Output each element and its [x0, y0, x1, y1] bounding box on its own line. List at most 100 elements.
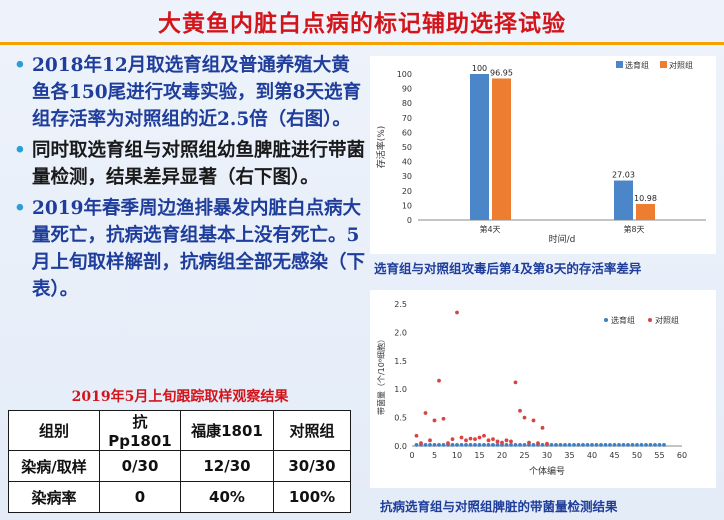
legend-swatch [660, 61, 667, 68]
point-选育组 [522, 442, 527, 447]
y-tick-label: 40 [402, 158, 412, 167]
table-header-cell: 组别 [8, 410, 100, 451]
y-tick-label: 2.0 [394, 328, 407, 337]
point-选育组 [491, 442, 495, 447]
point-选育组 [608, 442, 612, 447]
x-tick-label: 40 [587, 451, 597, 460]
y-tick-label: 1.5 [394, 357, 407, 366]
data-label: 10.98 [634, 194, 657, 203]
point-选育组 [473, 442, 477, 447]
bar-对照组 [492, 78, 511, 220]
bar-chart-caption: 选育组与对照组攻毒后第4及第8天的存活率差异 [374, 261, 642, 276]
x-tick-label: 15 [474, 451, 484, 460]
legend-swatch [616, 61, 623, 68]
scatter-chart: 0.0 0.5 1.0 1.5 2.0 2.5 0 5 10 15 20 25 30 35 40 45 50 55… [376, 300, 687, 477]
point-选育组 [585, 442, 590, 447]
point-对照组 [482, 433, 486, 438]
point-选育组 [581, 442, 585, 447]
x-tick-label: 第4天 [479, 224, 500, 234]
point-选育组 [459, 442, 464, 447]
data-label: 96.95 [490, 68, 513, 77]
table-cell: 30/30 [273, 450, 351, 482]
bar-选育组 [614, 180, 633, 220]
x-tick-label: 10 [452, 451, 462, 460]
point-选育组 [626, 442, 630, 447]
y-tick-label: 0 [407, 216, 412, 225]
y-tick-label: 100 [397, 70, 412, 79]
bar-选育组 [470, 74, 489, 220]
point-选育组 [432, 442, 437, 447]
point-对照组 [468, 436, 473, 441]
point-对照组 [486, 438, 491, 443]
point-对照组 [414, 433, 419, 438]
point-选育组 [477, 442, 482, 447]
bullet-dot-icon: • [14, 198, 26, 219]
point-选育组 [657, 442, 662, 447]
scatter-chart-panel: 0.0 0.5 1.0 1.5 2.0 2.5 0 5 10 15 20 25 30 35 40 45 50 55… [370, 290, 716, 488]
point-选育组 [437, 442, 441, 447]
point-对照组 [504, 438, 509, 443]
point-对照组 [491, 437, 495, 442]
x-tick-label: 35 [564, 451, 574, 460]
point-选育组 [441, 442, 446, 447]
point-对照组 [518, 408, 522, 413]
point-选育组 [599, 442, 603, 447]
y-tick-label: 50 [402, 143, 412, 152]
table-header-cell: 抗Pp1801 [99, 410, 181, 451]
point-选育组 [450, 442, 455, 447]
point-选育组 [594, 442, 599, 447]
table-title: 2019年5月上旬跟踪取样观察结果 [71, 389, 289, 405]
point-选育组 [648, 442, 653, 447]
bullet-text: 2019年春季周边渔排暴发内脏白点病大量死亡，抗病选育组基本上没有死亡。5月上旬… [32, 198, 366, 300]
point-对照组 [477, 435, 482, 440]
point-对照组 [437, 378, 441, 383]
point-对照组 [441, 416, 446, 421]
point-对照组 [419, 441, 423, 446]
point-对照组 [513, 380, 518, 385]
point-选育组 [644, 442, 648, 447]
point-对照组 [536, 441, 540, 446]
point-选育组 [531, 442, 536, 447]
y-axis-label: 存活率(%) [375, 126, 387, 169]
bullet-item: • 2018年12月取选育组及普通养殖大黄鱼各150尾进行攻毒实验，到第8天选育… [14, 52, 366, 133]
y-tick-label: 0.0 [394, 442, 407, 451]
x-tick-label: 25 [519, 451, 529, 460]
legend-marker [604, 318, 608, 322]
point-选育组 [518, 442, 522, 447]
point-选育组 [423, 442, 428, 447]
point-选育组 [612, 442, 617, 447]
point-对照组 [495, 439, 500, 444]
point-选育组 [617, 442, 621, 447]
y-tick-label: 80 [402, 99, 412, 108]
table-row: 染病率 0 40% 100% [8, 481, 351, 513]
table-header-cell: 福康1801 [180, 410, 274, 451]
point-对照组 [428, 438, 432, 443]
table-cell: 40% [180, 481, 274, 513]
point-对照组 [455, 310, 459, 315]
bar-对照组 [636, 203, 655, 220]
bullet-text: 2018年12月取选育组及普通养殖大黄鱼各150尾进行攻毒实验，到第8天选育组存… [32, 55, 361, 130]
x-tick-label: 20 [497, 451, 507, 460]
y-tick-label: 0.5 [394, 414, 407, 423]
point-选育组 [468, 442, 473, 447]
point-对照组 [423, 411, 428, 415]
point-选育组 [509, 442, 513, 447]
point-选育组 [428, 442, 432, 447]
point-选育组 [558, 442, 563, 447]
y-tick-label: 1.0 [394, 385, 407, 394]
scatter-chart-caption: 抗病选育组与对照组脾脏的带菌量检测结果 [380, 499, 618, 514]
point-选育组 [621, 442, 626, 447]
point-对照组 [500, 440, 504, 445]
point-选育组 [495, 442, 500, 447]
bullet-list: • 2018年12月取选育组及普通养殖大黄鱼各150尾进行攻毒实验，到第8天选育… [14, 52, 366, 307]
point-对照组 [446, 441, 450, 446]
legend-label: 选育组 [625, 60, 649, 70]
point-选育组 [590, 442, 594, 447]
data-label: 100 [472, 64, 487, 73]
x-tick-label: 55 [654, 451, 664, 460]
y-tick-label: 60 [402, 128, 412, 137]
bar-chart: 0 10 20 30 40 50 60 70 80 90 100 存活率(%) 时间/d 第4天 第8天 10… [375, 60, 706, 245]
point-选育组 [513, 442, 518, 447]
x-tick-label: 50 [632, 451, 642, 460]
point-对照组 [459, 435, 464, 440]
